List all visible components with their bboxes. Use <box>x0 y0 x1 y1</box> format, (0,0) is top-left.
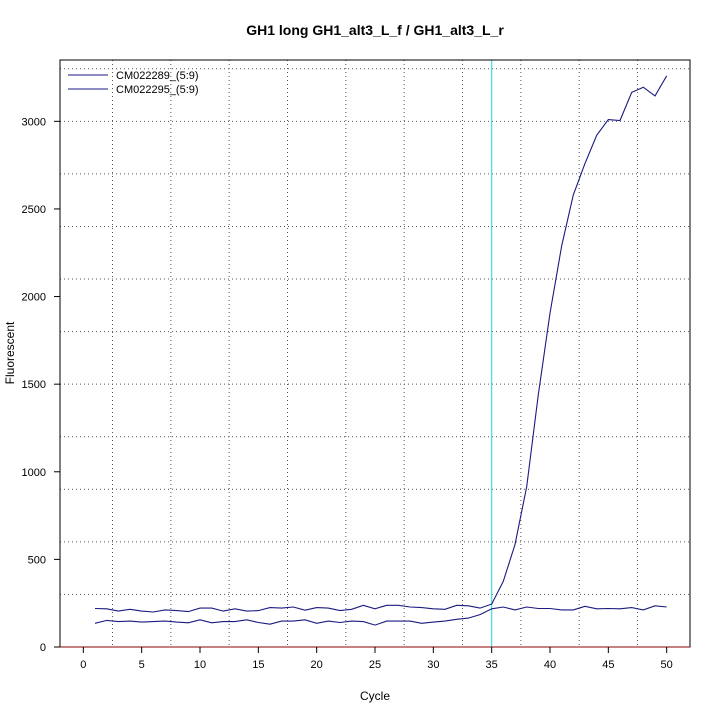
x-tick-label: 15 <box>252 659 264 671</box>
grid-lines <box>60 60 690 647</box>
x-tick-label: 25 <box>369 659 381 671</box>
y-tick-label: 2500 <box>22 204 46 216</box>
y-tick-label: 0 <box>40 642 46 654</box>
x-tick-label: 50 <box>661 659 673 671</box>
x-tick-label: 20 <box>311 659 323 671</box>
series-line-2 <box>94 605 667 626</box>
x-tick-label: 45 <box>602 659 614 671</box>
legend: CM022289_(5:9) CM022295_(5:9) <box>68 70 199 96</box>
x-tick-label: 40 <box>544 659 556 671</box>
y-axis-label: Fluorescent <box>3 321 17 384</box>
x-axis-ticks: 0 5 10 15 20 25 30 35 40 45 50 <box>80 647 673 671</box>
y-tick-label: 1000 <box>22 467 46 479</box>
x-tick-label: 10 <box>194 659 206 671</box>
series-line-1 <box>94 75 668 613</box>
x-tick-label: 35 <box>486 659 498 671</box>
y-tick-label: 1500 <box>22 379 46 391</box>
y-tick-label: 2000 <box>22 292 46 304</box>
y-axis-ticks: 0 500 1000 1500 2000 2500 3000 <box>22 116 60 654</box>
y-tick-label: 500 <box>28 554 46 566</box>
series-lines <box>94 75 668 626</box>
x-axis-label: Cycle <box>360 689 390 703</box>
x-tick-label: 5 <box>139 659 145 671</box>
plot-frame <box>59 59 691 648</box>
legend-label: CM022295_(5:9) <box>116 84 199 96</box>
x-tick-label: 0 <box>80 659 86 671</box>
legend-label: CM022289_(5:9) <box>116 70 199 82</box>
x-tick-label: 30 <box>427 659 439 671</box>
y-tick-label: 3000 <box>22 116 46 128</box>
chart-title: GH1 long GH1_alt3_L_f / GH1_alt3_L_r <box>246 22 504 38</box>
